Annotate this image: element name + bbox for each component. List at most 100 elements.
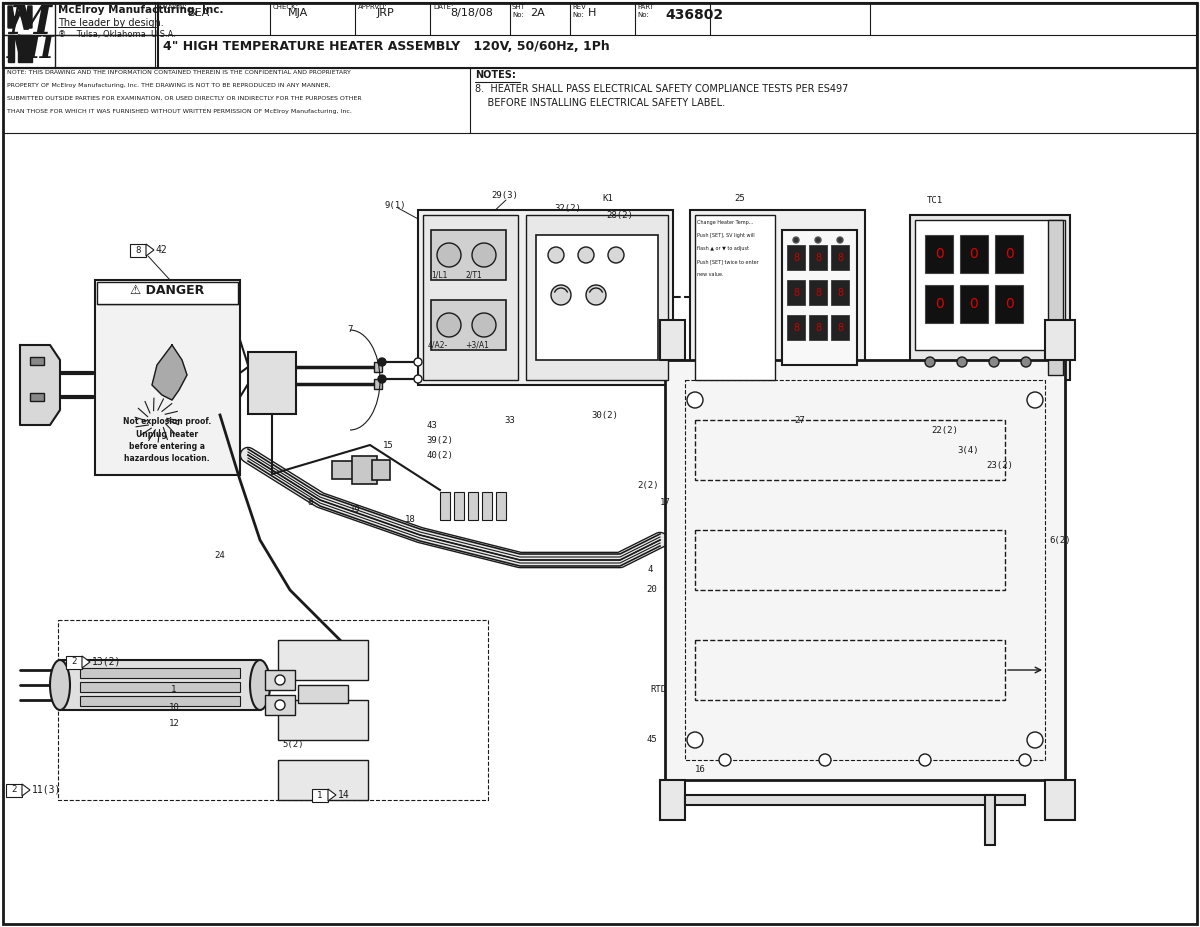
Circle shape xyxy=(551,285,571,305)
Bar xyxy=(332,461,367,479)
Circle shape xyxy=(1027,732,1043,748)
Bar xyxy=(97,282,238,304)
Bar xyxy=(265,695,295,715)
Text: BEFORE INSTALLING ELECTRICAL SAFETY LABEL.: BEFORE INSTALLING ELECTRICAL SAFETY LABE… xyxy=(475,98,725,108)
Text: 8: 8 xyxy=(815,253,821,263)
Bar xyxy=(372,460,390,480)
Circle shape xyxy=(1021,357,1031,367)
Text: 14: 14 xyxy=(338,790,349,800)
Text: Unplug heater: Unplug heater xyxy=(136,430,198,439)
Text: 8: 8 xyxy=(307,498,313,506)
Bar xyxy=(985,795,995,845)
Bar xyxy=(58,620,488,800)
Bar xyxy=(782,230,857,365)
Text: 12: 12 xyxy=(169,719,179,729)
Bar xyxy=(1045,320,1075,360)
Text: 28(2): 28(2) xyxy=(606,210,634,220)
Text: 2(2): 2(2) xyxy=(637,480,659,489)
Text: 22(2): 22(2) xyxy=(931,425,959,435)
Text: 13(2): 13(2) xyxy=(92,657,121,667)
Text: 0: 0 xyxy=(935,297,943,311)
Bar xyxy=(695,530,1006,590)
Ellipse shape xyxy=(250,660,270,710)
Text: 29(3): 29(3) xyxy=(492,191,518,199)
Text: 1: 1 xyxy=(317,791,323,799)
Text: NOTES:: NOTES: xyxy=(475,70,516,80)
Bar xyxy=(526,215,668,380)
Text: 8: 8 xyxy=(836,288,844,298)
Text: 30(2): 30(2) xyxy=(592,411,618,420)
Bar xyxy=(809,280,827,305)
Bar xyxy=(2,3,1198,68)
Bar xyxy=(298,685,348,703)
Polygon shape xyxy=(18,35,32,62)
Bar xyxy=(80,668,240,678)
Circle shape xyxy=(818,754,830,766)
Text: H: H xyxy=(588,8,596,18)
Polygon shape xyxy=(18,35,32,38)
Circle shape xyxy=(1019,754,1031,766)
Bar xyxy=(431,300,506,350)
Bar xyxy=(2,3,158,68)
Text: 45: 45 xyxy=(647,735,658,744)
Circle shape xyxy=(686,392,703,408)
Bar xyxy=(418,210,673,385)
Text: BEA: BEA xyxy=(188,8,210,18)
Text: 0: 0 xyxy=(935,247,943,261)
Text: 16: 16 xyxy=(695,766,706,774)
Bar xyxy=(787,280,805,305)
Text: hazardous location.: hazardous location. xyxy=(124,454,210,463)
Bar xyxy=(374,362,382,372)
Polygon shape xyxy=(22,784,30,796)
Bar xyxy=(496,492,506,520)
Bar xyxy=(95,280,240,475)
Bar xyxy=(536,235,658,360)
Text: PROPERTY OF McElroy Manufacturing, Inc. THE DRAWING IS NOT TO BE REPRODUCED IN A: PROPERTY OF McElroy Manufacturing, Inc. … xyxy=(7,83,331,88)
Circle shape xyxy=(437,243,461,267)
Text: 39(2): 39(2) xyxy=(426,436,454,445)
Bar xyxy=(312,789,328,802)
Text: DRAWN:: DRAWN: xyxy=(158,4,187,10)
Circle shape xyxy=(548,247,564,263)
Polygon shape xyxy=(82,656,90,668)
Circle shape xyxy=(437,313,461,337)
Bar xyxy=(787,315,805,340)
Text: 1: 1 xyxy=(172,685,176,694)
Polygon shape xyxy=(20,345,60,425)
Text: SUBMITTED OUTSIDE PARTIES FOR EXAMINATION, OR USED DIRECTLY OR INDIRECTLY FOR TH: SUBMITTED OUTSIDE PARTIES FOR EXAMINATIO… xyxy=(7,96,361,101)
Bar xyxy=(30,357,44,365)
Text: 32(2): 32(2) xyxy=(554,204,582,212)
Bar xyxy=(468,492,478,520)
Text: Push [SET], SV light will: Push [SET], SV light will xyxy=(697,233,755,238)
Circle shape xyxy=(578,247,594,263)
Polygon shape xyxy=(8,35,14,62)
Text: 8: 8 xyxy=(793,288,799,298)
Bar xyxy=(690,210,865,385)
Text: flash ▲ or ▼ to adjust: flash ▲ or ▼ to adjust xyxy=(697,246,749,251)
Bar xyxy=(440,492,450,520)
Bar xyxy=(830,245,850,270)
Text: 8/18/08: 8/18/08 xyxy=(450,8,493,18)
Bar xyxy=(265,670,295,690)
Bar xyxy=(278,700,368,740)
Bar xyxy=(2,68,1198,133)
Text: before entering a: before entering a xyxy=(130,442,205,451)
Bar xyxy=(809,245,827,270)
Bar xyxy=(960,235,988,273)
Text: McElroy Manufacturing, Inc.: McElroy Manufacturing, Inc. xyxy=(58,5,223,15)
Text: TC1: TC1 xyxy=(926,196,943,205)
Text: 2A: 2A xyxy=(530,8,545,18)
Text: 0: 0 xyxy=(1004,297,1013,311)
Polygon shape xyxy=(146,244,154,256)
Circle shape xyxy=(686,732,703,748)
Ellipse shape xyxy=(50,660,70,710)
Text: MI: MI xyxy=(7,34,55,65)
Circle shape xyxy=(815,237,821,243)
Text: 4" HIGH TEMPERATURE HEATER ASSEMBLY   120V, 50/60Hz, 1Ph: 4" HIGH TEMPERATURE HEATER ASSEMBLY 120V… xyxy=(163,40,610,53)
Text: Not explosion proof.: Not explosion proof. xyxy=(122,417,211,426)
Text: 2: 2 xyxy=(11,785,17,794)
Text: Push [SET] twice to enter: Push [SET] twice to enter xyxy=(697,259,758,264)
Circle shape xyxy=(414,375,422,383)
Circle shape xyxy=(1027,392,1043,408)
Bar xyxy=(1045,780,1075,820)
